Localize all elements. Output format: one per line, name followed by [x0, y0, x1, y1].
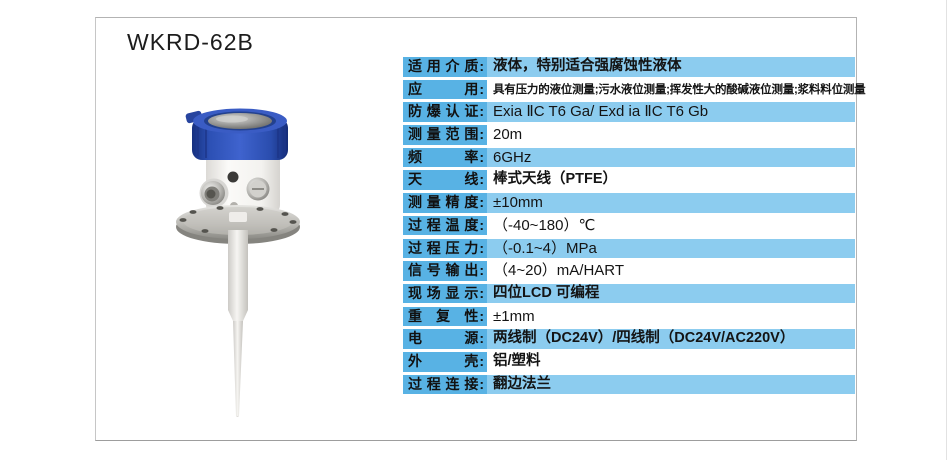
- spec-label-text: 电源: [408, 330, 479, 347]
- spec-label-text: 外壳: [408, 352, 479, 369]
- spec-row: 重复性: ±1mm: [403, 306, 855, 327]
- spec-label: 过程压力:: [403, 238, 487, 259]
- device-ports: [199, 171, 270, 210]
- spec-label-colon: :: [479, 352, 484, 369]
- spec-label-colon: :: [479, 330, 484, 347]
- spec-value: 6GHz: [487, 147, 855, 168]
- vent-port: [227, 171, 239, 183]
- spec-label: 频率:: [403, 147, 487, 168]
- spec-label: 信号输出:: [403, 261, 487, 281]
- spec-label: 过程连接:: [403, 374, 487, 395]
- spec-row: 天线: 棒式天线（PTFE）: [403, 170, 855, 191]
- spec-value: ±1mm: [493, 307, 535, 325]
- spec-value: 20m: [493, 126, 523, 144]
- spec-value: Exia ⅡC T6 Ga/ Exd ia ⅡC T6 Gb: [487, 102, 855, 122]
- product-photo: [148, 100, 338, 430]
- spec-row: 测量精度: ±10mm: [403, 193, 855, 213]
- spec-label-text: 过程温度: [408, 216, 479, 233]
- spec-value: （4~20）mA/HART: [493, 262, 625, 280]
- spec-value: （-0.1~4）MPa: [487, 238, 855, 259]
- spec-label-colon: :: [479, 103, 484, 120]
- spec-label-colon: :: [479, 194, 484, 211]
- spec-value: 翻边法兰: [487, 374, 855, 395]
- spec-label: 应用:: [403, 79, 487, 100]
- spec-label-text: 重复性: [408, 307, 479, 324]
- spec-value: （-40~180）℃: [493, 216, 596, 234]
- spec-label-colon: :: [479, 126, 484, 143]
- spec-label: 防爆认证:: [403, 102, 487, 122]
- spec-label: 测量精度:: [403, 193, 487, 213]
- spec-label-colon: :: [479, 284, 484, 301]
- spec-label-text: 适用介质: [408, 58, 479, 74]
- spec-row: 过程压力: （-0.1~4）MPa: [403, 238, 855, 259]
- rod-antenna: [228, 230, 248, 417]
- spec-label: 过程温度:: [403, 215, 487, 236]
- spec-row: 频率:6GHz: [403, 147, 855, 168]
- spec-row: 过程连接: 翻边法兰: [403, 374, 855, 395]
- right-edge-line: [946, 0, 947, 460]
- spec-value: 四位LCD 可编程: [487, 283, 855, 304]
- spec-label: 测量范围:: [403, 125, 487, 145]
- spec-label: 天线:: [403, 170, 487, 191]
- spec-label-text: 测量精度: [408, 194, 479, 211]
- spec-label-text: 防爆认证: [408, 103, 479, 120]
- spec-value: 棒式天线（PTFE）: [493, 171, 618, 188]
- spec-row: 过程温度: （-40~180）℃: [403, 215, 855, 236]
- spec-label: 外壳:: [403, 351, 487, 372]
- spec-label: 电源:: [403, 329, 487, 349]
- spec-label-colon: :: [479, 80, 484, 97]
- spec-value: ±10mm: [487, 193, 855, 213]
- spec-label-colon: :: [479, 239, 484, 256]
- spec-label-text: 现场显示: [408, 284, 479, 301]
- spec-label-colon: :: [479, 148, 484, 165]
- spec-value: 铝/塑料: [493, 352, 541, 369]
- spec-label-text: 测量范围: [408, 126, 479, 143]
- spec-label-text: 天线: [408, 171, 479, 188]
- spec-row: 现场显示: 四位LCD 可编程: [403, 283, 855, 304]
- spec-label-text: 应用: [408, 80, 479, 97]
- spec-label-text: 信号输出: [408, 262, 479, 279]
- process-flange: [176, 205, 300, 244]
- spec-label-colon: :: [479, 307, 484, 324]
- spec-label-colon: :: [479, 262, 484, 279]
- spec-label-colon: :: [479, 216, 484, 233]
- spec-value: 具有压力的液位测量;污水液位测量;挥发性大的酸碱液位测量;浆料料位测量: [493, 83, 866, 96]
- spec-label-colon: :: [479, 171, 484, 188]
- spec-row: 测量范围:20m: [403, 125, 855, 145]
- spec-row: 电源: 两线制（DC24V）/四线制（DC24V/AC220V）: [403, 329, 855, 349]
- spec-label-colon: :: [479, 375, 484, 392]
- spec-row: 防爆认证: Exia ⅡC T6 Ga/ Exd ia ⅡC T6 Gb: [403, 102, 855, 122]
- spec-value: 液体，特别适合强腐蚀性液体: [487, 57, 855, 77]
- spec-label-text: 过程连接: [408, 375, 479, 392]
- radar-transmitter-illustration: [176, 108, 300, 417]
- spec-row: 信号输出: （4~20）mA/HART: [403, 261, 855, 281]
- spec-label-colon: :: [479, 58, 484, 74]
- product-spec-page: WKRD-62B: [95, 17, 866, 441]
- device-cap: [185, 108, 288, 160]
- spec-table: 适用介质: 液体，特别适合强腐蚀性液体 应用: 具有压力的液位测量;污水液位测量;挥发…: [403, 57, 866, 397]
- spec-label: 重复性:: [403, 306, 487, 327]
- spec-label-text: 频率: [408, 148, 479, 165]
- spec-row: 应用: 具有压力的液位测量;污水液位测量;挥发性大的酸碱液位测量;浆料料位测量: [403, 79, 866, 100]
- spec-label: 现场显示:: [403, 283, 487, 304]
- spec-label-text: 过程压力: [408, 239, 479, 256]
- spec-label: 适用介质:: [403, 57, 487, 77]
- flange-bolt-holes: [179, 206, 297, 233]
- spec-value: 两线制（DC24V）/四线制（DC24V/AC220V）: [487, 329, 855, 349]
- spec-row: 外壳: 铝/塑料: [403, 351, 855, 372]
- spec-row: 适用介质: 液体，特别适合强腐蚀性液体: [403, 57, 855, 77]
- page-title: WKRD-62B: [127, 29, 254, 55]
